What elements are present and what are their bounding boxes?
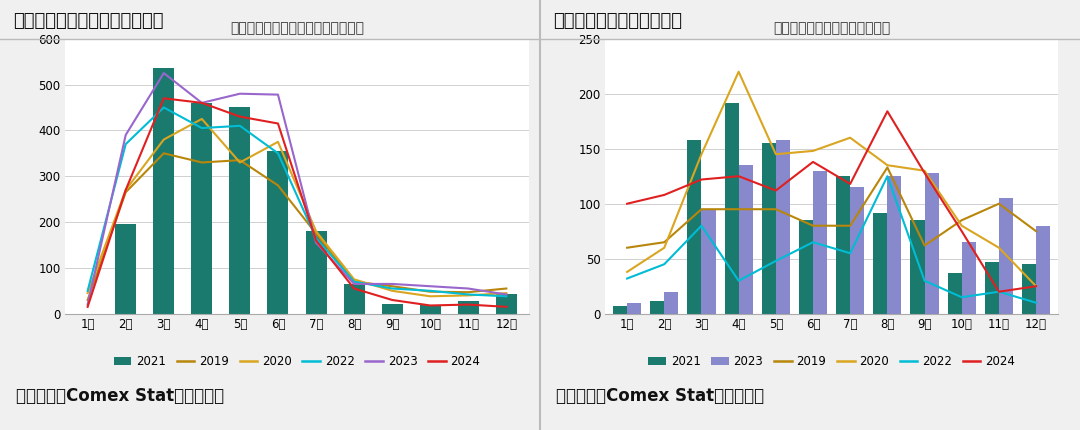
Bar	[947, 273, 961, 314]
Bar	[229, 108, 251, 314]
Bar	[910, 220, 924, 314]
Bar	[1022, 264, 1036, 314]
Bar	[985, 262, 999, 314]
Bar	[627, 303, 642, 314]
Bar	[191, 103, 213, 314]
Text: 数据来源：Comex Stat，国富期货: 数据来源：Comex Stat，国富期货	[16, 387, 225, 405]
Bar	[702, 209, 716, 314]
Bar	[775, 140, 789, 314]
Text: 图：马托格罗索州大豆月度出口: 图：马托格罗索州大豆月度出口	[13, 12, 164, 30]
Bar	[836, 176, 850, 314]
Bar	[664, 292, 678, 314]
Bar	[687, 140, 702, 314]
Bar	[650, 301, 664, 314]
Bar	[116, 224, 136, 314]
Title: 马托格罗索州大豆月度出口（万吨）: 马托格罗索州大豆月度出口（万吨）	[230, 21, 364, 35]
Bar	[381, 304, 403, 314]
Bar	[725, 102, 739, 314]
Bar	[1036, 226, 1050, 314]
Bar	[924, 173, 939, 314]
Bar	[268, 151, 288, 314]
Bar	[153, 68, 174, 314]
Bar	[799, 220, 813, 314]
Bar	[813, 171, 827, 314]
Bar	[613, 306, 627, 314]
Bar	[496, 295, 517, 314]
Bar	[850, 187, 864, 314]
Text: 数据来源：Comex Stat，国富期货: 数据来源：Comex Stat，国富期货	[556, 387, 765, 405]
Legend: 2021, 2019, 2020, 2022, 2023, 2024: 2021, 2019, 2020, 2022, 2023, 2024	[113, 355, 481, 369]
Bar	[761, 143, 775, 314]
Bar	[458, 301, 478, 314]
Bar	[999, 198, 1013, 314]
Bar	[306, 231, 326, 314]
Bar	[961, 242, 976, 314]
Text: 图：帕拉纳州大豆月度出口: 图：帕拉纳州大豆月度出口	[554, 12, 683, 30]
Title: 帕拉纳州大豆月度出口（万吨）: 帕拉纳州大豆月度出口（万吨）	[773, 21, 890, 35]
Bar	[888, 176, 902, 314]
Bar	[739, 165, 753, 314]
Legend: 2021, 2023, 2019, 2020, 2022, 2024: 2021, 2023, 2019, 2020, 2022, 2024	[648, 355, 1015, 369]
Bar	[343, 284, 365, 314]
Bar	[420, 304, 441, 314]
Bar	[874, 212, 888, 314]
